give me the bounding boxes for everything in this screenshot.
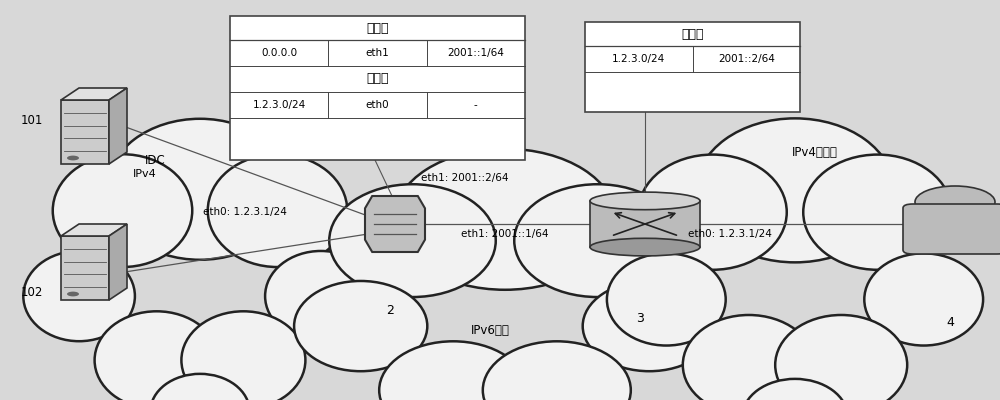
Text: eth1: 2001::2/64: eth1: 2001::2/64 bbox=[421, 173, 509, 183]
Polygon shape bbox=[109, 88, 127, 164]
Circle shape bbox=[915, 186, 995, 218]
Ellipse shape bbox=[590, 192, 700, 210]
Text: 映射表: 映射表 bbox=[681, 28, 704, 40]
FancyBboxPatch shape bbox=[590, 201, 700, 247]
Circle shape bbox=[67, 156, 79, 160]
Text: 2: 2 bbox=[386, 304, 394, 316]
Ellipse shape bbox=[379, 341, 527, 400]
Text: 102: 102 bbox=[21, 286, 43, 298]
Ellipse shape bbox=[864, 253, 983, 346]
FancyBboxPatch shape bbox=[230, 16, 525, 160]
Ellipse shape bbox=[775, 315, 907, 400]
Ellipse shape bbox=[803, 154, 952, 270]
Ellipse shape bbox=[329, 184, 496, 297]
FancyBboxPatch shape bbox=[903, 204, 1000, 254]
Ellipse shape bbox=[607, 253, 726, 346]
Text: 101: 101 bbox=[21, 114, 43, 126]
Ellipse shape bbox=[394, 149, 616, 290]
Text: eth0: 1.2.3.1/24: eth0: 1.2.3.1/24 bbox=[688, 229, 772, 239]
Text: 1.2.3.0/24: 1.2.3.0/24 bbox=[253, 100, 306, 110]
Ellipse shape bbox=[638, 154, 787, 270]
Text: eth1: 2001::1/64: eth1: 2001::1/64 bbox=[461, 229, 549, 239]
Ellipse shape bbox=[95, 311, 219, 400]
Text: 3: 3 bbox=[636, 312, 644, 324]
Polygon shape bbox=[109, 224, 127, 300]
Ellipse shape bbox=[294, 281, 427, 371]
Ellipse shape bbox=[583, 281, 716, 371]
Polygon shape bbox=[61, 224, 127, 236]
Ellipse shape bbox=[696, 118, 894, 262]
Text: 4: 4 bbox=[946, 316, 954, 328]
Text: 1.2.3.0/24: 1.2.3.0/24 bbox=[612, 54, 665, 64]
Text: eth0: eth0 bbox=[366, 100, 389, 110]
FancyBboxPatch shape bbox=[585, 22, 800, 112]
Polygon shape bbox=[61, 88, 127, 100]
Ellipse shape bbox=[107, 119, 293, 260]
Text: eth1: eth1 bbox=[366, 48, 389, 58]
Circle shape bbox=[67, 292, 79, 296]
Text: 2001::2/64: 2001::2/64 bbox=[718, 54, 775, 64]
Ellipse shape bbox=[53, 154, 192, 267]
Ellipse shape bbox=[208, 154, 347, 267]
Ellipse shape bbox=[150, 374, 250, 400]
Text: 路由表: 路由表 bbox=[366, 72, 389, 86]
Text: IPv6网络: IPv6网络 bbox=[471, 324, 509, 336]
Ellipse shape bbox=[742, 379, 848, 400]
Ellipse shape bbox=[483, 341, 631, 400]
Ellipse shape bbox=[23, 251, 135, 341]
Text: 0.0.0.0: 0.0.0.0 bbox=[261, 48, 297, 58]
Polygon shape bbox=[61, 100, 109, 164]
Text: -: - bbox=[474, 100, 478, 110]
Text: IDC: IDC bbox=[145, 154, 165, 166]
Text: IPv4互联网: IPv4互联网 bbox=[792, 146, 838, 158]
Ellipse shape bbox=[590, 238, 700, 256]
Ellipse shape bbox=[683, 315, 815, 400]
Text: 映射表: 映射表 bbox=[366, 22, 389, 34]
Text: eth0: 1.2.3.1/24: eth0: 1.2.3.1/24 bbox=[203, 207, 287, 217]
Text: 2001::1/64: 2001::1/64 bbox=[447, 48, 504, 58]
Text: IPv4: IPv4 bbox=[133, 169, 157, 179]
Polygon shape bbox=[61, 236, 109, 300]
Ellipse shape bbox=[514, 184, 681, 297]
Ellipse shape bbox=[181, 311, 305, 400]
Ellipse shape bbox=[265, 251, 377, 341]
Polygon shape bbox=[365, 196, 425, 252]
